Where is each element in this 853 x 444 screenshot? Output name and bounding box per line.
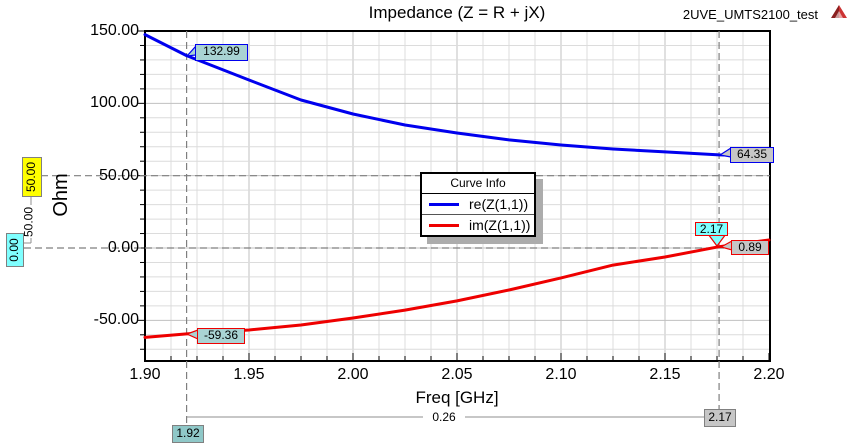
legend-box[interactable]: Curve Info re(Z(1,1)) im(Z(1,1)) [420,172,536,237]
legend-swatch-icon [429,202,459,206]
marker-callout-re-at-1.92[interactable]: 132.99 [195,44,248,61]
x-tick-label: 2.15 [649,366,681,383]
x-marker-box-2.17[interactable]: 2.17 [704,409,736,427]
legend-entry[interactable]: re(Z(1,1)) [422,194,534,214]
x-tick-label: 1.95 [233,366,265,383]
marker-flag-freq-2.17[interactable]: 2.17 [695,222,728,236]
y-tick-label: -50.00 [93,311,139,329]
x-marker-box-1.92[interactable]: 1.92 [172,425,204,443]
y-tick-label: 0.00 [107,239,139,256]
y-tick-label: 100.00 [90,94,139,112]
x-tick-label: 2.00 [337,366,369,383]
y-marker-box-50[interactable]: 50.00 [22,157,42,197]
legend-entries: re(Z(1,1)) im(Z(1,1)) [422,194,534,235]
x-marker-delta-label: 0.26 [432,410,456,424]
y-marker-box-0[interactable]: 0.00 [6,233,24,267]
y-tick-label: 150.00 [90,22,139,39]
project-name-label: 2UVE_UMTS2100_test [682,7,818,22]
legend-entry-label: re(Z(1,1)) [469,196,529,212]
legend-swatch-icon [429,223,459,227]
legend-title: Curve Info [422,174,534,194]
plot-border [144,30,771,362]
ansys-triangle-icon [831,5,847,18]
x-tick-label: 2.05 [441,366,473,383]
x-axis-title: Freq [GHz] [415,388,499,407]
marker-callout-im-at-2.17[interactable]: 0.89 [731,240,769,255]
x-tick-label: 1.90 [129,366,161,383]
legend-entry-label: im(Z(1,1)) [469,217,531,233]
marker-callout-re-at-2.17[interactable]: 64.35 [730,147,774,163]
legend-entry[interactable]: im(Z(1,1)) [422,214,534,235]
x-tick-label: 2.20 [753,366,785,383]
plot-title: Impedance (Z = R + jX) [368,3,546,22]
x-tick-label: 2.10 [545,366,577,383]
y-tick-label: 50.00 [98,166,139,184]
curve-re(Z(1,1))[interactable] [143,33,771,158]
marker-callout-im-at-1.92[interactable]: -59.36 [197,328,245,344]
curve-im(Z(1,1))[interactable] [143,238,771,339]
